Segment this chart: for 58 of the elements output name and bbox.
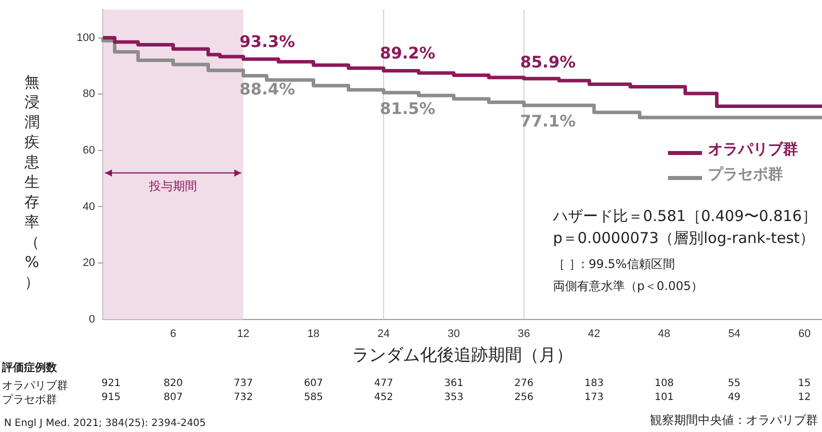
text: 276 — [514, 378, 534, 389]
annotation: 89.2% — [380, 43, 436, 62]
text: 737 — [234, 378, 253, 389]
text: 108 — [654, 378, 674, 389]
annotation: 85.9% — [520, 52, 576, 72]
y-tick-label: 20 — [82, 257, 95, 270]
text: 452 — [374, 392, 394, 403]
x-tick-label: 54 — [728, 328, 740, 340]
text: 12 — [798, 392, 811, 403]
x-tick-label: 42 — [588, 328, 600, 340]
legend-label: オラパリブ群 — [708, 140, 798, 159]
text: 評価症例数 — [2, 360, 57, 375]
text: 無浸潤疾患生存率（%） — [24, 73, 40, 291]
text: 15 — [798, 378, 811, 389]
text: 361 — [444, 378, 464, 389]
annotation: 88.4% — [240, 80, 296, 99]
text: 49 — [728, 392, 741, 403]
x-tick-label: 30 — [448, 328, 460, 340]
annotation: ［ ］: 99.5%信頼区間 — [553, 256, 675, 273]
text: 173 — [584, 392, 604, 403]
text: 256 — [514, 392, 534, 403]
text: 585 — [304, 392, 324, 403]
x-tick-label: 6 — [170, 328, 176, 340]
annotation: ハザード比＝0.581［0.409〜0.816］ — [553, 207, 817, 226]
text: 353 — [444, 392, 464, 403]
annotation: 77.1% — [520, 111, 576, 130]
text: 607 — [304, 378, 324, 389]
y-tick-label: 80 — [82, 88, 95, 100]
x-axis-title: ランダム化後追跡期間（月） — [352, 345, 573, 364]
y-tick-label: 60 — [82, 144, 95, 156]
x-tick-label: 60 — [798, 328, 811, 340]
annotation: 93.3% — [240, 32, 296, 51]
annotation: 両側有意水準（p＜0.005） — [553, 278, 703, 295]
text: プラセボ群 — [2, 392, 57, 407]
annotation: p＝0.0000073（層別log-rank-test） — [553, 229, 815, 248]
text: 101 — [654, 392, 674, 403]
x-tick-label: 36 — [518, 328, 530, 340]
text: 915 — [102, 392, 121, 403]
text: 807 — [164, 392, 183, 403]
text: 732 — [234, 392, 253, 403]
y-tick-label: 0 — [88, 313, 95, 326]
annotation: 81.5% — [380, 99, 436, 118]
x-tick-label: 24 — [377, 328, 390, 340]
text: N Engl J Med. 2021; 384(25): 2394-2405 — [4, 418, 206, 429]
band-label: 投与期間 — [148, 179, 198, 194]
text: 921 — [102, 378, 121, 389]
x-tick-label: 48 — [658, 328, 670, 340]
text: 55 — [728, 378, 741, 389]
text: 820 — [164, 378, 183, 389]
text: 477 — [374, 378, 394, 389]
legend-label: プラセボ群 — [708, 165, 783, 184]
text: オラパリブ群 — [2, 378, 68, 393]
x-tick-label: 12 — [237, 328, 250, 340]
x-tick-label: 18 — [307, 328, 320, 340]
text: 183 — [584, 378, 604, 389]
y-tick-label: 100 — [76, 32, 95, 44]
text: 観察期間中央値：オラパリブ群 — [650, 412, 818, 429]
y-tick-label: 40 — [82, 200, 95, 213]
